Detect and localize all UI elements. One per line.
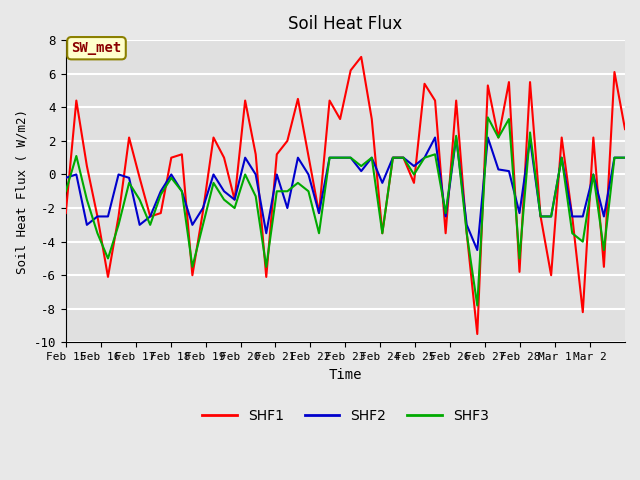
Y-axis label: Soil Heat Flux ( W/m2): Soil Heat Flux ( W/m2): [15, 109, 28, 274]
Title: Soil Heat Flux: Soil Heat Flux: [288, 15, 403, 33]
Legend: SHF1, SHF2, SHF3: SHF1, SHF2, SHF3: [196, 404, 495, 429]
X-axis label: Time: Time: [328, 368, 362, 382]
Text: SW_met: SW_met: [72, 41, 122, 55]
